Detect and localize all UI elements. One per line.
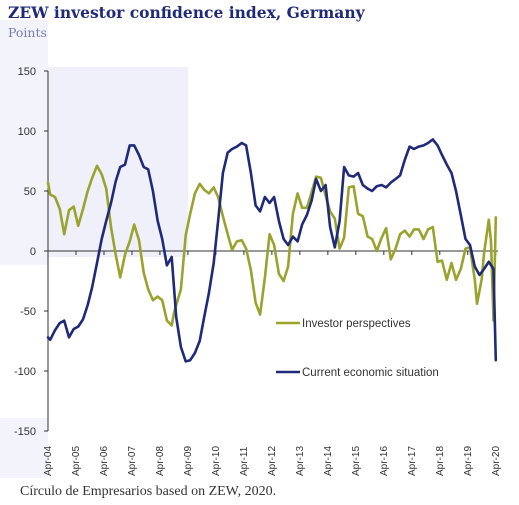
legend: Investor perspectives Current economic si…: [276, 318, 439, 379]
x-tick-label: Apr-20: [491, 446, 502, 476]
background-shade: [0, 418, 48, 478]
y-tick-label: 50: [24, 186, 36, 198]
y-tick-label: -150: [14, 426, 36, 438]
x-tick-label: Apr-05: [71, 446, 82, 476]
background-shade: [0, 20, 48, 265]
x-tick-label: Apr-15: [351, 446, 362, 476]
x-tick-label: Apr-04: [43, 446, 54, 476]
x-tick-label: Apr-12: [267, 446, 278, 476]
x-tick-label: Apr-16: [379, 446, 390, 476]
background-band: [0, 20, 188, 478]
chart-subtitle: Points: [8, 25, 47, 40]
x-tick-label: Apr-11: [239, 446, 250, 476]
x-tick-label: Apr-08: [155, 446, 166, 476]
x-tick-label: Apr-17: [407, 446, 418, 476]
x-tick-label: Apr-10: [211, 446, 222, 476]
x-tick-label: Apr-09: [183, 446, 194, 476]
x-tick-label: Apr-18: [435, 446, 446, 476]
x-tick-label: Apr-07: [127, 446, 138, 476]
x-tick-label: Apr-13: [295, 446, 306, 476]
series-lines: [46, 138, 498, 363]
x-tick-label: Apr-14: [323, 446, 334, 476]
y-tick-label: -100: [14, 366, 36, 378]
source-note: Círculo de Empresarios based on ZEW, 202…: [20, 484, 277, 499]
x-tick-label: Apr-19: [463, 446, 474, 476]
y-tick-label: 0: [30, 246, 36, 258]
x-axis-ticks: Apr-04 Apr-05 Apr-06 Apr-07 Apr-08 Apr-09 Apr-…: [43, 251, 502, 476]
x-tick-label: Apr-06: [99, 446, 110, 476]
series-line-investor-perspectives: [46, 164, 498, 327]
chart-title: ZEW investor confidence index, Germany: [8, 3, 365, 22]
y-axis-ticks: -150 -100 -50 0 50 100 150: [14, 66, 48, 438]
y-tick-label: 150: [18, 66, 36, 78]
y-tick-label: 100: [18, 126, 36, 138]
y-tick-label: -50: [20, 306, 36, 318]
legend-label: Investor perspectives: [302, 318, 411, 330]
series-line-current-situation: [46, 138, 498, 363]
background-shade: [48, 67, 188, 257]
legend-label: Current economic situation: [302, 367, 439, 379]
